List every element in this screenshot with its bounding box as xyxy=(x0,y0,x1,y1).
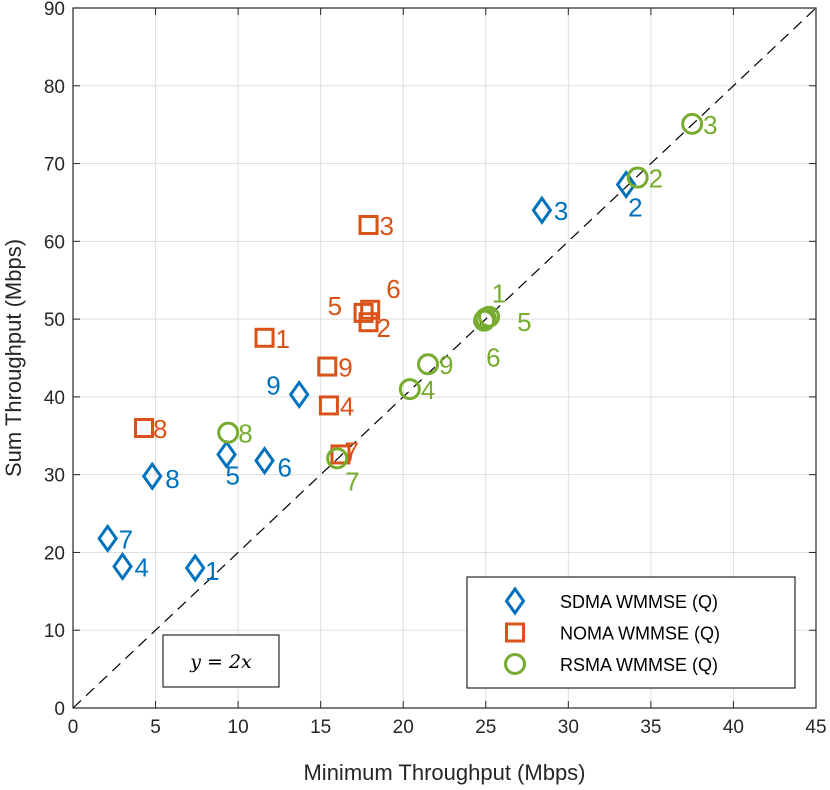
legend-square-icon xyxy=(505,622,525,643)
point-label: 1 xyxy=(492,278,506,308)
annotation-text: y = 2x xyxy=(189,651,252,673)
point-label: 8 xyxy=(238,419,252,449)
x-tick-label: 30 xyxy=(558,717,579,738)
y-tick-label: 60 xyxy=(44,232,65,253)
y-axis-label: Sum Throughput (Mbps) xyxy=(1,239,26,477)
y-tick-label: 50 xyxy=(44,310,65,331)
x-tick-label: 45 xyxy=(805,717,826,738)
x-tick-label: 15 xyxy=(310,717,331,738)
circle-point xyxy=(681,112,704,135)
circle-point xyxy=(478,305,501,328)
y-tick-label: 40 xyxy=(44,388,65,409)
diamond-point xyxy=(112,551,133,582)
annotation-frame xyxy=(162,634,280,688)
circle-point xyxy=(326,447,349,470)
point-label: 4 xyxy=(135,552,149,582)
y-tick-label: 0 xyxy=(54,699,65,720)
square-point xyxy=(254,327,275,348)
square-point xyxy=(358,215,379,235)
point-label: 2 xyxy=(377,313,391,343)
circle-point xyxy=(626,166,649,189)
square-point xyxy=(318,395,339,416)
point-label: 2 xyxy=(649,164,663,194)
annotation-box: y = 2x xyxy=(162,634,280,688)
square-point xyxy=(330,444,351,465)
circle-point xyxy=(473,309,496,332)
legend-entry: NOMA WMMSE (Q) xyxy=(560,624,720,644)
y-tick-label: 20 xyxy=(44,543,65,564)
circle-point xyxy=(398,378,421,401)
y-tick-label: 30 xyxy=(44,466,65,487)
point-label: 3 xyxy=(380,211,394,241)
x-tick-label: 10 xyxy=(228,717,249,738)
diamond-point xyxy=(216,439,237,470)
point-label: 1 xyxy=(205,556,219,586)
diamond-point xyxy=(97,523,119,554)
legend-circle-icon xyxy=(504,653,526,675)
x-tick-label: 35 xyxy=(640,717,661,738)
point-label: 5 xyxy=(226,460,240,490)
square-point xyxy=(353,302,374,323)
diamond-point xyxy=(288,379,310,410)
point-label: 9 xyxy=(266,371,280,401)
x-tick-label: 5 xyxy=(150,717,161,738)
x-tick-label: 40 xyxy=(723,717,744,738)
diamond-point xyxy=(141,461,163,491)
x-axis-label: Minimum Throughput (Mbps) xyxy=(303,760,585,785)
legend-diamond-icon xyxy=(504,586,526,616)
x-tick-label: 0 xyxy=(68,717,79,738)
circle-point xyxy=(217,421,240,444)
square-point xyxy=(133,418,154,438)
circle-point xyxy=(416,353,439,376)
square-point xyxy=(360,299,381,320)
point-label: 8 xyxy=(153,414,167,444)
legend: SDMA WMMSE (Q) NOMA WMMSE (Q) RSMA WMMSE (… xyxy=(466,576,796,689)
y-tick-label: 90 xyxy=(44,0,65,20)
diamond-point xyxy=(615,169,637,200)
point-label: 7 xyxy=(345,466,359,496)
point-label: 6 xyxy=(386,274,400,304)
point-label: 4 xyxy=(421,375,435,405)
diamond-point xyxy=(254,446,275,476)
point-label: 5 xyxy=(517,307,531,337)
square-point xyxy=(317,356,338,377)
legend-entry: SDMA WMMSE (Q) xyxy=(560,592,718,612)
point-label: 8 xyxy=(165,464,179,494)
x-tick-label: 25 xyxy=(475,717,496,738)
axes-box xyxy=(72,7,817,709)
y-tick-label: 10 xyxy=(44,621,65,642)
point-label: 9 xyxy=(338,353,352,383)
diamond-point xyxy=(184,553,206,583)
point-label: 9 xyxy=(439,350,453,380)
point-label: 6 xyxy=(486,343,500,373)
point-label: 3 xyxy=(554,196,568,226)
point-label: 5 xyxy=(328,291,342,321)
point-label: 2 xyxy=(628,193,642,223)
legend-entry: RSMA WMMSE (Q) xyxy=(560,655,718,675)
reference-line-y-equals-2x xyxy=(72,7,817,709)
point-label: 1 xyxy=(276,324,290,354)
y-tick-label: 70 xyxy=(44,155,65,176)
point-label: 7 xyxy=(119,524,133,554)
point-label: 6 xyxy=(278,453,292,483)
point-label: 4 xyxy=(340,391,354,421)
diamond-point xyxy=(531,195,553,225)
x-tick-label: 20 xyxy=(393,717,414,738)
point-label: 3 xyxy=(703,110,717,140)
y-tick-label: 80 xyxy=(44,77,65,98)
